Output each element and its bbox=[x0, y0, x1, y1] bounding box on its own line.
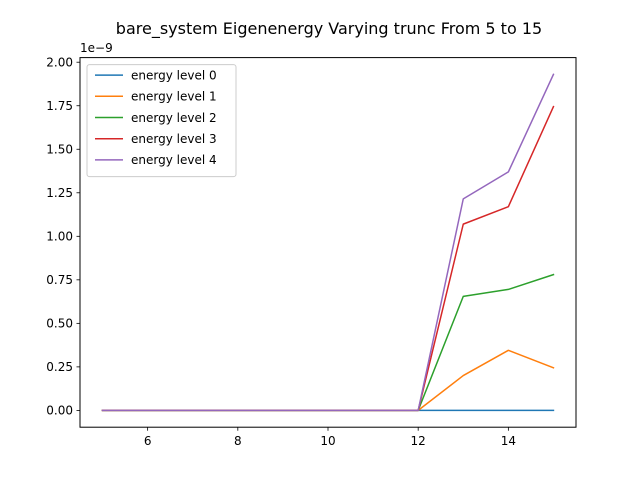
x-tick-label: 10 bbox=[320, 434, 335, 448]
legend-label: energy level 2 bbox=[131, 111, 217, 125]
legend-box bbox=[86, 64, 237, 178]
legend-label: energy level 3 bbox=[131, 132, 217, 146]
legend: energy level 0 energy level 1 energy level… bbox=[86, 64, 237, 178]
chart-title: bare_system Eigenenergy Varying trunc Fr… bbox=[116, 19, 542, 39]
x-tick-label: 8 bbox=[234, 434, 242, 448]
x-tick-label: 14 bbox=[501, 434, 516, 448]
y-tick-label: 0.50 bbox=[46, 317, 73, 331]
y-tick-label: 2.00 bbox=[46, 56, 73, 70]
series-layer bbox=[101, 73, 555, 412]
y-tick-label: 1.50 bbox=[46, 143, 73, 157]
legend-label: energy level 0 bbox=[131, 68, 217, 82]
axis-layer: 6 8 10 12 14 0.00 0.25 0.50 0.75 1.00 1.25 1.50 1.75… bbox=[46, 56, 516, 449]
x-tick-label: 6 bbox=[144, 434, 152, 448]
series-line-energy-level-4 bbox=[101, 73, 555, 412]
x-tick-label: 12 bbox=[411, 434, 426, 448]
y-scale-label: 1e−9 bbox=[80, 41, 113, 55]
y-tick-label: 1.00 bbox=[46, 230, 73, 244]
y-tick-label: 0.25 bbox=[46, 360, 73, 374]
y-tick-label: 1.75 bbox=[46, 99, 73, 113]
y-tick-label: 0.75 bbox=[46, 273, 73, 287]
y-tick-label: 1.25 bbox=[46, 186, 73, 200]
legend-label: energy level 4 bbox=[131, 153, 217, 167]
y-tick-label: 0.00 bbox=[46, 404, 73, 418]
legend-label: energy level 1 bbox=[131, 90, 217, 104]
